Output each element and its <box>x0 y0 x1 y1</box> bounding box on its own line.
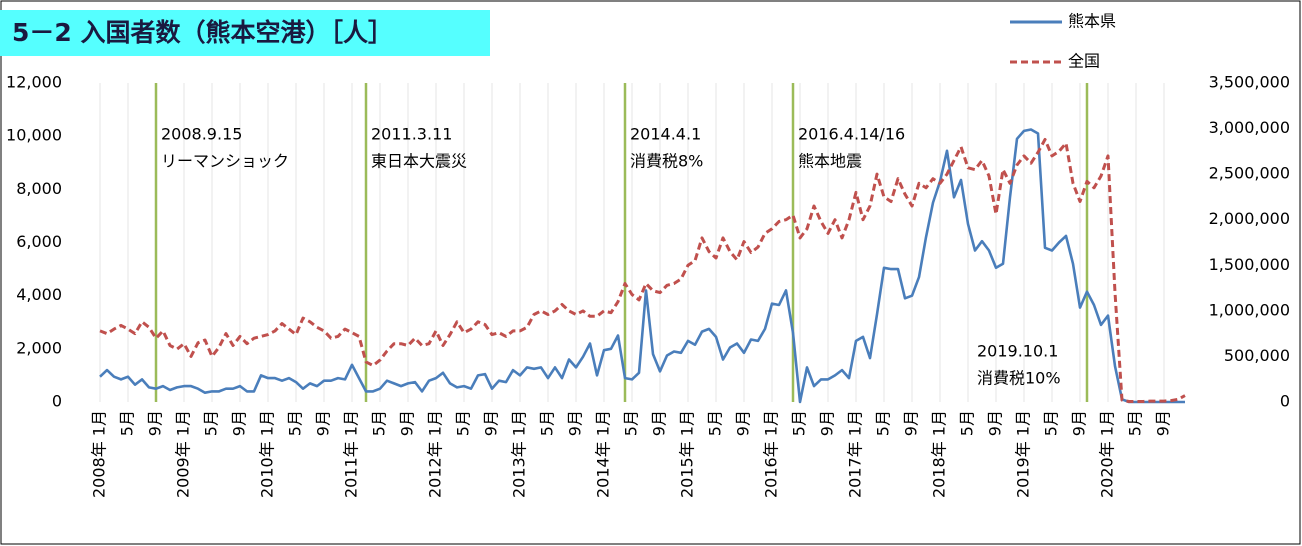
series-line <box>99 128 1185 404</box>
x-tick-label: 5月 <box>370 410 389 436</box>
x-tick-label: 9月 <box>734 410 753 436</box>
event-date: 2016.4.14/16 <box>798 125 905 144</box>
x-tick-label: 9月 <box>650 410 669 436</box>
x-tick-label: 2010年 1月 <box>258 410 277 498</box>
y2-tick-label: 2,500,000 <box>1209 164 1290 183</box>
event-date: 2019.10.1 <box>977 342 1058 361</box>
event-date: 2014.4.1 <box>630 125 701 144</box>
legend-label: 熊本県 <box>1068 12 1116 31</box>
x-tick-label: 2019年 1月 <box>1014 410 1033 498</box>
x-tick-label: 9月 <box>818 410 837 436</box>
y2-tick-label: 1,000,000 <box>1209 300 1290 319</box>
x-tick-label: 2020年 1月 <box>1098 410 1117 498</box>
y2-tick-label: 0 <box>1280 392 1290 411</box>
x-tick-label: 9月 <box>566 410 585 436</box>
title-box <box>0 10 490 56</box>
x-tick-label: 2015年 1月 <box>678 410 697 498</box>
series-line <box>99 138 1186 403</box>
x-tick-label: 2011年 1月 <box>342 410 361 498</box>
event-date: 2008.9.15 <box>161 125 242 144</box>
x-tick-label: 9月 <box>1154 410 1173 436</box>
y2-tick-label: 2,000,000 <box>1209 209 1290 228</box>
x-tick-label: 5月 <box>286 410 305 436</box>
x-tick-label: 5月 <box>706 410 725 436</box>
x-tick-label: 5月 <box>622 410 641 436</box>
y2-tick-label: 3,500,000 <box>1209 73 1290 92</box>
event-text: 東日本大震災 <box>371 152 467 171</box>
y2-tick-label: 3,000,000 <box>1209 118 1290 137</box>
x-tick-label: 9月 <box>482 410 501 436</box>
x-tick-label: 9月 <box>230 410 249 436</box>
x-tick-label: 5月 <box>1042 410 1061 436</box>
x-tick-label: 9月 <box>1070 410 1089 436</box>
y-tick-label: 8,000 <box>16 179 62 198</box>
x-tick-label: 9月 <box>314 410 333 436</box>
x-tick-label: 5月 <box>118 410 137 436</box>
x-tick-label: 9月 <box>902 410 921 436</box>
x-tick-label: 9月 <box>146 410 165 436</box>
x-tick-label: 5月 <box>202 410 221 436</box>
chart-title: 5－2 入国者数（熊本空港）［人］ <box>12 18 393 47</box>
event-text: リーマンショック <box>161 152 289 171</box>
x-tick-label: 9月 <box>398 410 417 436</box>
x-tick-label: 5月 <box>790 410 809 436</box>
x-tick-label: 2009年 1月 <box>174 410 193 498</box>
x-tick-label: 2014年 1月 <box>594 410 613 498</box>
x-tick-label: 2013年 1月 <box>510 410 529 498</box>
event-text: 消費税10% <box>977 369 1061 388</box>
x-tick-label: 2018年 1月 <box>930 410 949 498</box>
x-tick-label: 5月 <box>454 410 473 436</box>
x-tick-label: 9月 <box>986 410 1005 436</box>
legend-label: 全国 <box>1068 52 1100 71</box>
event-text: 消費税8% <box>630 152 703 171</box>
x-tick-label: 5月 <box>958 410 977 436</box>
x-tick-label: 5月 <box>874 410 893 436</box>
x-tick-label: 2008年 1月 <box>90 410 109 498</box>
event-date: 2011.3.11 <box>371 125 452 144</box>
y-tick-label: 12,000 <box>6 73 62 92</box>
x-tick-label: 5月 <box>538 410 557 436</box>
x-tick-label: 2016年 1月 <box>762 410 781 498</box>
event-text: 熊本地震 <box>798 152 862 171</box>
y2-tick-label: 1,500,000 <box>1209 255 1290 274</box>
y-tick-label: 6,000 <box>16 232 62 251</box>
x-tick-label: 2012年 1月 <box>426 410 445 498</box>
x-tick-label: 5月 <box>1126 410 1145 436</box>
y-tick-label: 10,000 <box>6 126 62 145</box>
y2-tick-label: 500,000 <box>1224 346 1290 365</box>
y-tick-label: 0 <box>52 392 62 411</box>
y-tick-label: 4,000 <box>16 285 62 304</box>
y-tick-label: 2,000 <box>16 338 62 357</box>
x-tick-label: 2017年 1月 <box>846 410 865 498</box>
